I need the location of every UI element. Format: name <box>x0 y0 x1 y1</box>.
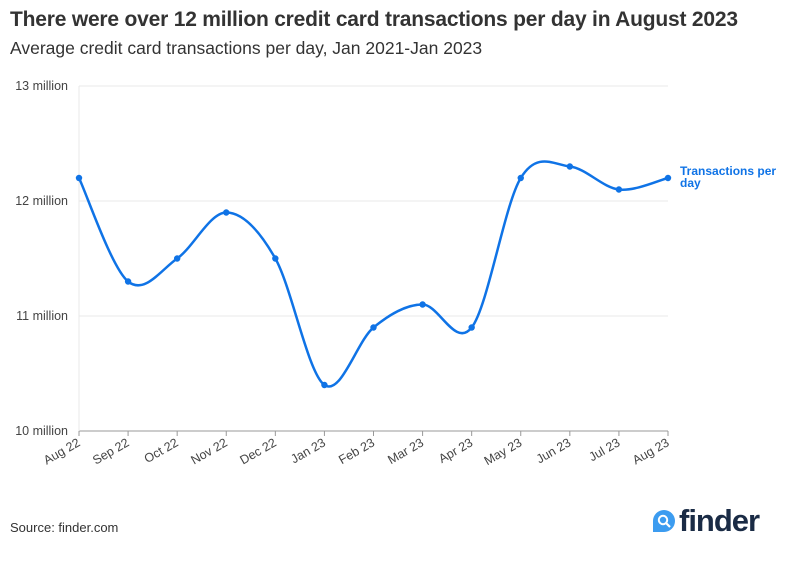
y-tick-label: 10 million <box>15 424 68 438</box>
y-tick-label: 13 million <box>15 79 68 93</box>
data-point <box>664 174 672 182</box>
x-tick-label: Dec 22 <box>238 435 279 467</box>
data-point <box>468 324 475 331</box>
data-point <box>419 301 426 308</box>
data-point <box>517 174 524 182</box>
y-tick-label: 12 million <box>15 194 68 208</box>
chart-title: There were over 12 million credit card t… <box>10 8 738 31</box>
x-tick-label: Mar 23 <box>385 435 426 467</box>
x-tick-label: Jan 23 <box>288 435 328 466</box>
x-tick-label: May 23 <box>482 435 525 468</box>
data-point <box>615 186 623 193</box>
data-point <box>370 324 377 331</box>
series-label: Transactions per day <box>680 164 776 190</box>
data-point <box>321 381 328 389</box>
data-point <box>223 209 230 216</box>
source-note: Source: finder.com <box>10 520 119 535</box>
logo-text: finder <box>679 503 760 538</box>
search-icon <box>653 509 675 532</box>
data-point <box>75 174 83 182</box>
series-line <box>77 160 669 388</box>
finder-logo: finder <box>653 503 760 538</box>
x-tick-label: Feb 23 <box>336 435 377 467</box>
x-tick-label: Jun 23 <box>534 435 574 466</box>
x-tick-label: Sep 22 <box>90 435 131 467</box>
data-point <box>566 163 574 170</box>
data-point <box>173 255 181 262</box>
y-tick-label: 11 million <box>16 309 68 323</box>
chart-subtitle: Average credit card transactions per day… <box>10 38 483 58</box>
x-tick-label: Nov 22 <box>188 435 229 467</box>
x-tick-label: Apr 23 <box>436 435 475 466</box>
line-chart: 10 million 11 million 12 million 13 million… <box>15 79 776 468</box>
data-point <box>124 278 132 285</box>
data-point <box>272 255 279 262</box>
x-tick-label: Jul 23 <box>587 435 623 464</box>
x-tick-label: Aug 23 <box>630 435 671 467</box>
x-tick-label: Aug 22 <box>41 435 82 467</box>
x-tick-label: Oct 22 <box>142 435 181 466</box>
